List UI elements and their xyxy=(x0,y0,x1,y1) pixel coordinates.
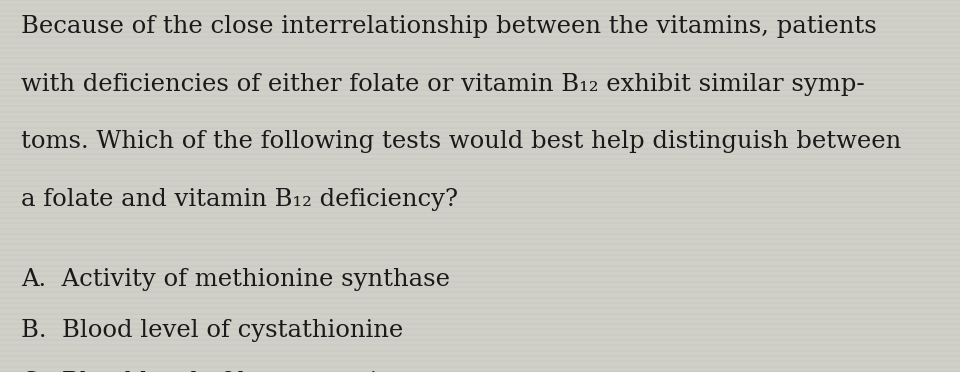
Text: A.  Activity of methionine synthase: A. Activity of methionine synthase xyxy=(21,268,450,291)
Text: with deficiencies of either folate or vitamin B₁₂ exhibit similar symp-: with deficiencies of either folate or vi… xyxy=(21,73,865,96)
Text: C.  Blood level of homocysteine: C. Blood level of homocysteine xyxy=(21,371,407,372)
Text: toms. Which of the following tests would best help distinguish between: toms. Which of the following tests would… xyxy=(21,130,901,153)
Text: B.  Blood level of cystathionine: B. Blood level of cystathionine xyxy=(21,319,403,342)
Text: a folate and vitamin B₁₂ deficiency?: a folate and vitamin B₁₂ deficiency? xyxy=(21,188,458,211)
Text: Because of the close interrelationship between the vitamins, patients: Because of the close interrelationship b… xyxy=(21,15,876,38)
